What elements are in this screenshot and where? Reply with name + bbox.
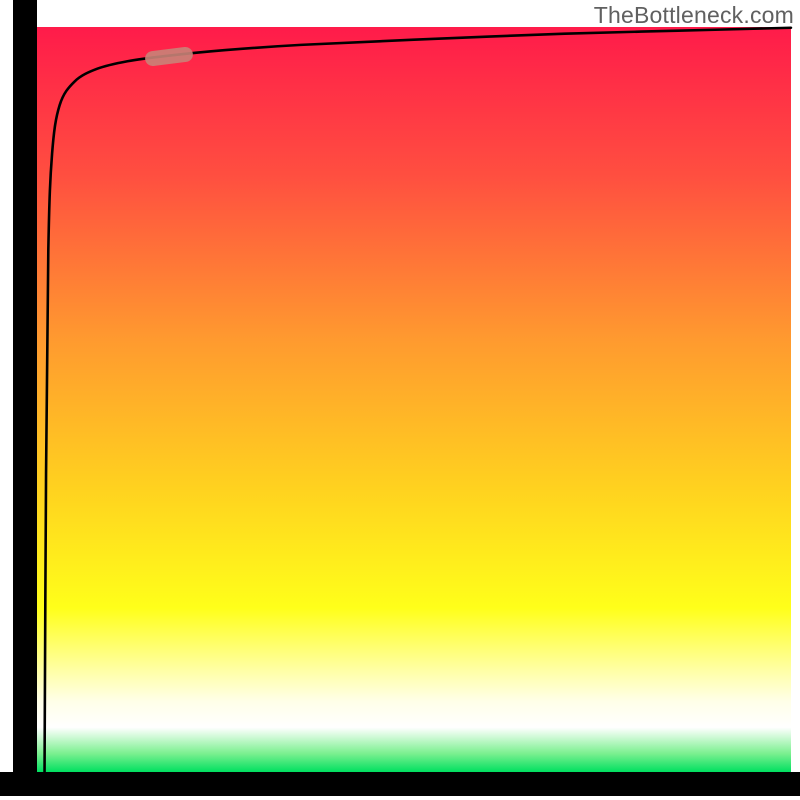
y-axis bbox=[13, 0, 37, 776]
chart-stage: TheBottleneck.com bbox=[0, 0, 800, 800]
attribution-label: TheBottleneck.com bbox=[594, 2, 794, 28]
curve-path bbox=[45, 28, 791, 772]
curve-svg bbox=[37, 27, 791, 772]
attribution-text: TheBottleneck.com bbox=[594, 2, 794, 29]
x-axis bbox=[0, 772, 800, 796]
plot-area bbox=[37, 27, 791, 772]
